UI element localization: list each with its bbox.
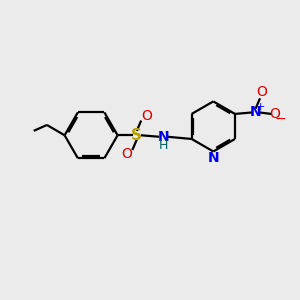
Text: S: S [131, 128, 142, 143]
Text: N: N [208, 151, 219, 165]
Text: N: N [158, 130, 169, 144]
Text: O: O [122, 147, 133, 161]
Text: N: N [250, 106, 261, 119]
Text: O: O [256, 85, 267, 99]
Text: +: + [256, 102, 266, 112]
Text: H: H [159, 139, 169, 152]
Text: O: O [141, 109, 152, 123]
Text: −: − [275, 111, 286, 125]
Text: O: O [269, 107, 280, 121]
